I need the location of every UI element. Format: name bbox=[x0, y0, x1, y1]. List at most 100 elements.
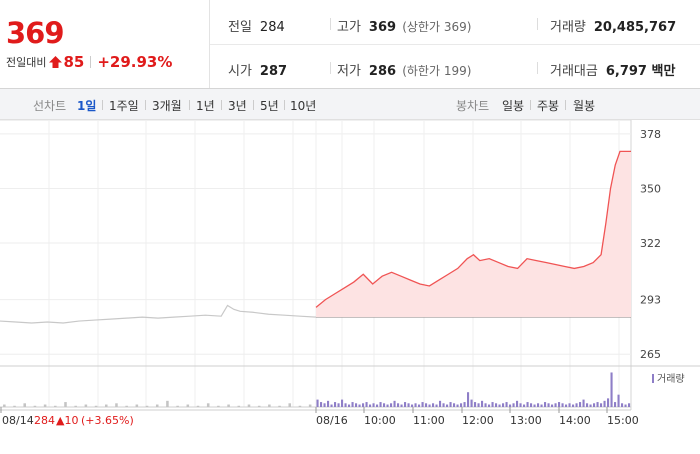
volume-bar bbox=[298, 405, 302, 407]
volume-bar bbox=[572, 404, 575, 407]
low-cell: 저가 286 (하한가 199) bbox=[337, 60, 471, 79]
high-cell: 고가 369 (상한가 369) bbox=[337, 16, 471, 35]
high-label: 고가 bbox=[337, 20, 361, 35]
volume-bar bbox=[509, 404, 512, 407]
volume-bar bbox=[411, 404, 414, 407]
volume-bar bbox=[135, 404, 139, 407]
period-10year-button[interactable]: 10년 bbox=[290, 99, 317, 113]
y-tick-label: 378 bbox=[640, 128, 661, 141]
volume-bar bbox=[442, 403, 445, 407]
volume-bar bbox=[544, 402, 547, 407]
volume-bar bbox=[467, 392, 470, 407]
period-3month-button[interactable]: 3개월 bbox=[152, 99, 182, 113]
volume-bar bbox=[386, 404, 389, 407]
volume-bar bbox=[474, 402, 477, 407]
today-price-line bbox=[315, 150, 631, 308]
volume-bar bbox=[334, 402, 337, 407]
amount-cell: 거래대금 6,797 백만 bbox=[550, 60, 675, 79]
volume-bar bbox=[278, 405, 281, 407]
open-label: 시가 bbox=[228, 64, 252, 79]
period-1week-button[interactable]: 1주일 bbox=[109, 99, 139, 113]
volume-bar bbox=[320, 402, 323, 407]
volume-bar bbox=[537, 403, 540, 407]
volume-bar bbox=[365, 402, 368, 407]
period-5year-button[interactable]: 5년 bbox=[260, 99, 279, 113]
volume-bar bbox=[516, 400, 519, 407]
x-tick-label: 10:00 bbox=[364, 414, 396, 427]
volume-bar bbox=[421, 402, 424, 407]
volume-bar bbox=[308, 404, 312, 407]
open-cell: 시가 287 bbox=[228, 60, 287, 79]
volume-bar bbox=[186, 404, 190, 407]
period-1day-button[interactable]: 1일 bbox=[77, 99, 97, 113]
divider bbox=[90, 56, 92, 68]
volume-bar bbox=[565, 404, 568, 407]
amount-label: 거래대금 bbox=[550, 64, 598, 79]
volume-bar bbox=[488, 404, 491, 407]
volume-bar bbox=[330, 404, 333, 407]
volume-bar bbox=[247, 404, 251, 407]
volume-legend-label: 거래량 bbox=[657, 373, 685, 385]
period-1year-button[interactable]: 1년 bbox=[196, 99, 215, 113]
volume-bar bbox=[456, 404, 459, 407]
y-tick-label: 293 bbox=[640, 294, 661, 307]
volume-bar bbox=[64, 402, 67, 407]
upper-limit: (상한가 369) bbox=[402, 20, 472, 34]
weekly-candle-button[interactable]: 주봉 bbox=[537, 99, 560, 113]
amount-value: 6,797 백만 bbox=[605, 64, 676, 79]
x-tick-label: 13:00 bbox=[510, 414, 542, 427]
volume-bar bbox=[355, 403, 358, 407]
prev-day-price-line bbox=[0, 304, 317, 324]
divider bbox=[253, 100, 254, 110]
chart-canvas: 378 350 322 293 265 거래량 08/14 08/16 10:00 11:00 12… bbox=[0, 119, 700, 427]
lower-limit: (하한가 199) bbox=[402, 64, 472, 78]
divider bbox=[565, 100, 566, 110]
volume-bar bbox=[376, 404, 379, 407]
volume-bar bbox=[351, 402, 354, 407]
volume-bar bbox=[13, 405, 16, 407]
volume-bar bbox=[519, 403, 522, 407]
x-tick-label: 08/14 bbox=[2, 414, 34, 427]
volume-bar bbox=[449, 402, 452, 407]
volume-bar bbox=[84, 404, 88, 407]
monthly-candle-button[interactable]: 월봉 bbox=[573, 99, 596, 113]
daily-candle-button[interactable]: 일봉 bbox=[502, 99, 525, 113]
x-tick-label: 14:00 bbox=[559, 414, 591, 427]
divider bbox=[145, 100, 146, 110]
volume-bar bbox=[74, 405, 77, 407]
volume-bar bbox=[526, 402, 529, 407]
volume-bar bbox=[166, 400, 169, 407]
volume-bar bbox=[512, 403, 515, 407]
y-tick-label: 265 bbox=[640, 348, 661, 361]
volume-bar bbox=[407, 403, 410, 407]
period-3year-button[interactable]: 3년 bbox=[228, 99, 247, 113]
volume-bar bbox=[568, 403, 571, 407]
volume-bar bbox=[33, 405, 37, 407]
prev-day-price: 284 bbox=[34, 414, 55, 427]
volume-bar bbox=[603, 400, 606, 407]
volume-bar bbox=[369, 404, 372, 407]
volume-bar bbox=[470, 399, 473, 407]
volume-bar bbox=[530, 403, 533, 407]
divider bbox=[530, 100, 531, 110]
volume-bar bbox=[372, 403, 375, 407]
volume-bar bbox=[94, 405, 98, 407]
volume-bar bbox=[425, 403, 428, 407]
volume-bar bbox=[439, 400, 442, 407]
up-arrow-icon bbox=[49, 54, 63, 72]
volume-legend-swatch bbox=[652, 374, 654, 383]
volume-bar bbox=[551, 404, 554, 407]
volume-bar bbox=[614, 402, 617, 407]
high-value: 369 bbox=[368, 20, 397, 35]
volume-bar bbox=[453, 403, 456, 407]
volume-bar bbox=[327, 400, 330, 407]
volume-bar bbox=[316, 399, 319, 407]
divider bbox=[0, 88, 700, 89]
divider bbox=[284, 100, 285, 110]
volume-bar bbox=[176, 405, 179, 407]
x-tick-label: 15:00 bbox=[607, 414, 639, 427]
volume-bar bbox=[579, 402, 582, 407]
divider bbox=[189, 100, 190, 110]
volume-bar bbox=[432, 403, 435, 407]
volume-bar bbox=[337, 403, 340, 407]
